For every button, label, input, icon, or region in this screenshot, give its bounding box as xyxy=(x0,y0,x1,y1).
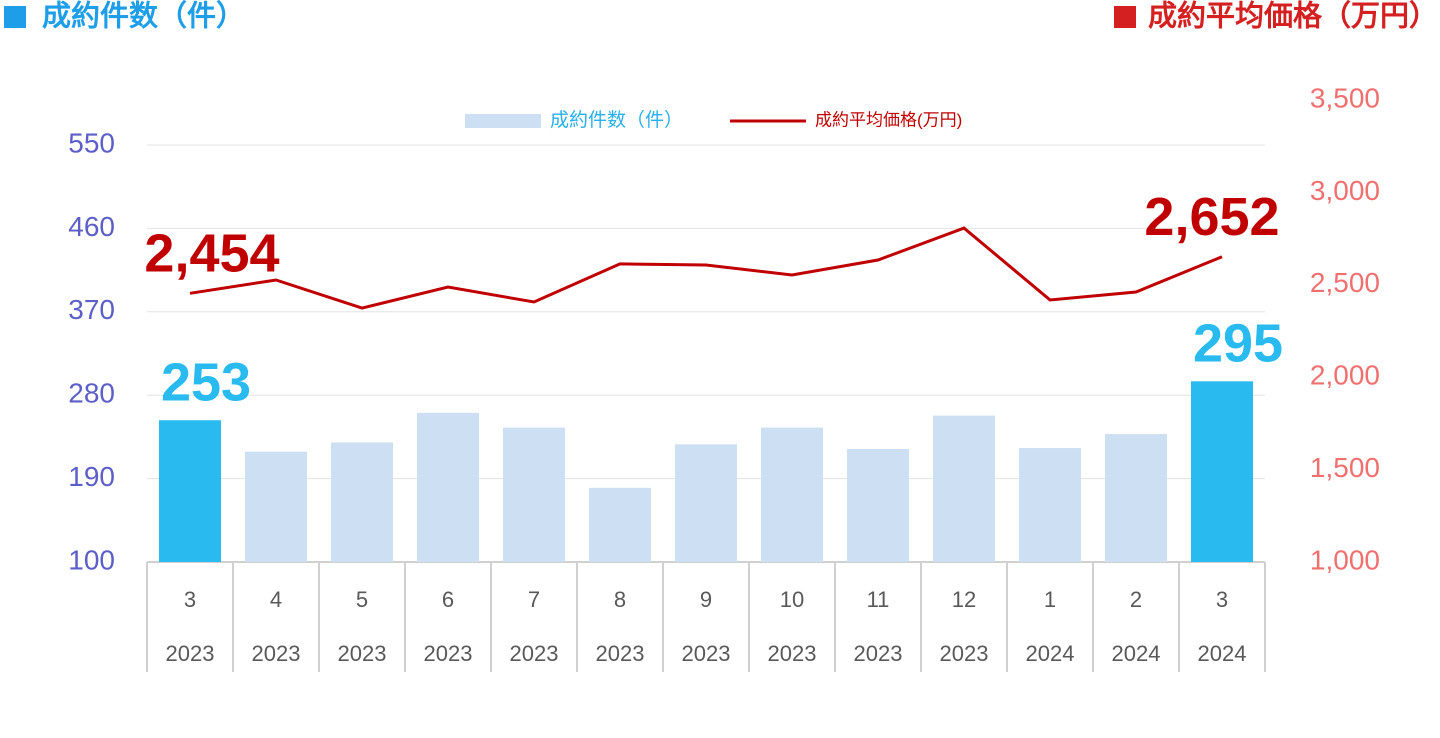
left-title-square xyxy=(4,6,26,28)
x-tick-label: 2 xyxy=(1130,587,1142,612)
x-year-label: 2023 xyxy=(510,641,559,666)
x-year-label: 2024 xyxy=(1026,641,1075,666)
y-tick-label: 550 xyxy=(68,127,115,158)
bar xyxy=(159,420,221,562)
y2-tick-label: 3,500 xyxy=(1310,82,1380,113)
line-value-label: 2,652 xyxy=(1144,187,1279,247)
x-tick-label: 11 xyxy=(867,587,890,612)
bar xyxy=(245,451,307,562)
x-tick-label: 3 xyxy=(1216,587,1228,612)
right-title-square xyxy=(1114,6,1136,28)
y-tick-label: 280 xyxy=(68,378,115,409)
y2-tick-label: 3,000 xyxy=(1310,175,1380,206)
bar xyxy=(1191,381,1253,562)
bar xyxy=(1105,434,1167,562)
bar xyxy=(761,427,823,562)
x-tick-label: 7 xyxy=(528,587,540,612)
bar-value-label: 253 xyxy=(161,352,251,412)
bar xyxy=(675,444,737,562)
x-year-label: 2024 xyxy=(1198,641,1247,666)
legend-label: 成約件数（件） xyxy=(550,109,683,131)
x-tick-label: 3 xyxy=(184,587,196,612)
bar xyxy=(589,487,651,562)
bar xyxy=(331,442,393,562)
line xyxy=(189,226,1223,310)
x-year-label: 2023 xyxy=(424,641,473,666)
y-tick-label: 460 xyxy=(68,211,115,242)
bar xyxy=(503,427,565,562)
x-tick-label: 8 xyxy=(614,587,626,612)
legend-bar-swatch xyxy=(465,114,541,128)
x-tick-label: 1 xyxy=(1044,587,1056,612)
x-tick-label: 4 xyxy=(270,587,282,612)
x-year-label: 2023 xyxy=(940,641,989,666)
y2-tick-label: 2,500 xyxy=(1310,267,1380,298)
x-tick-label: 10 xyxy=(780,587,804,612)
x-year-label: 2023 xyxy=(682,641,731,666)
y-tick-label: 100 xyxy=(68,544,115,575)
x-year-label: 2023 xyxy=(166,641,215,666)
x-tick-label: 5 xyxy=(356,587,368,612)
bar xyxy=(1019,448,1081,562)
y2-tick-label: 1,000 xyxy=(1310,544,1380,575)
x-tick-label: 6 xyxy=(442,587,454,612)
x-year-label: 2023 xyxy=(768,641,817,666)
bar xyxy=(847,448,909,562)
x-year-label: 2023 xyxy=(338,641,387,666)
left-axis-title: 成約件数（件） xyxy=(42,0,245,33)
x-tick-label: 12 xyxy=(952,587,976,612)
bar xyxy=(417,412,479,562)
y-tick-label: 370 xyxy=(68,294,115,325)
x-year-label: 2024 xyxy=(1112,641,1161,666)
x-year-label: 2023 xyxy=(252,641,301,666)
legend-label: 成約平均価格(万円) xyxy=(815,110,962,129)
right-axis-title: 成約平均価格（万円） xyxy=(1148,0,1438,33)
y2-tick-label: 1,500 xyxy=(1310,452,1380,483)
bar xyxy=(933,415,995,562)
y-tick-label: 190 xyxy=(68,461,115,492)
y2-tick-label: 2,000 xyxy=(1310,360,1380,391)
x-tick-label: 9 xyxy=(700,587,712,612)
x-year-label: 2023 xyxy=(596,641,645,666)
line-value-label: 2,454 xyxy=(144,224,279,284)
bar-value-label: 295 xyxy=(1193,314,1283,374)
x-year-label: 2023 xyxy=(854,641,903,666)
